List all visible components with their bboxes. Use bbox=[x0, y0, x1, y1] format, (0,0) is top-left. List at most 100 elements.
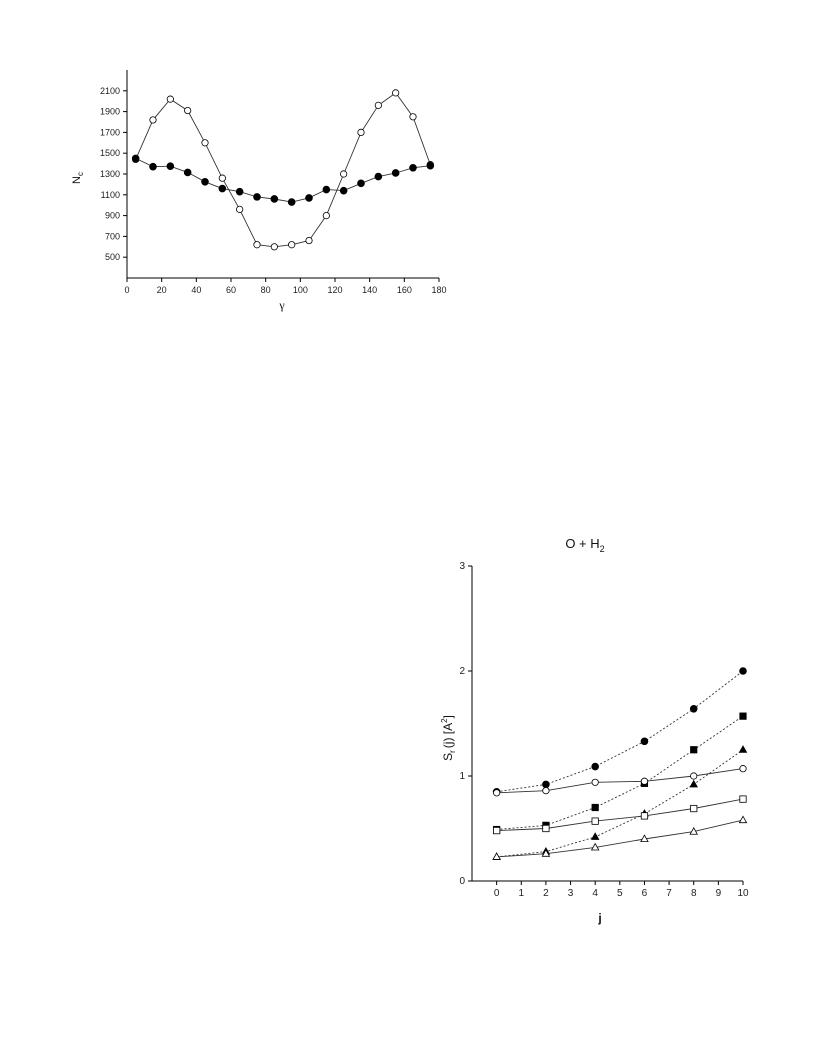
series-3-point bbox=[590, 832, 600, 840]
y-tick-label: 1500 bbox=[100, 148, 120, 158]
series-1-point bbox=[270, 243, 278, 251]
x-tick-label: 120 bbox=[327, 285, 342, 295]
series-2-point bbox=[149, 162, 157, 171]
x-tick-label: 4 bbox=[592, 888, 598, 899]
y-tick-label: 2 bbox=[459, 666, 465, 677]
series-1-point bbox=[149, 116, 157, 124]
chart-top-y-label: Nc bbox=[71, 172, 85, 184]
series-1-point bbox=[357, 128, 365, 136]
series-2-line bbox=[496, 715, 744, 830]
series-4-point bbox=[542, 787, 550, 795]
series-1-point bbox=[218, 174, 226, 182]
series-1-point bbox=[166, 95, 174, 103]
x-tick-label: 3 bbox=[568, 888, 574, 899]
series-6-point bbox=[590, 842, 600, 851]
series-2-point bbox=[690, 746, 698, 754]
x-tick-label: 40 bbox=[191, 285, 201, 295]
series-2-point bbox=[322, 185, 331, 194]
chart-top-x-ticks: 0 20 40 60 80 100 120 140 160 180 bbox=[124, 278, 447, 295]
chart-top-y-ticks: 500 700 900 1100 1300 1500 1700 1900 2100 bbox=[100, 86, 127, 262]
x-tick-label: 0 bbox=[124, 285, 129, 295]
x-tick-label: 7 bbox=[666, 888, 672, 899]
chart-top-series bbox=[131, 89, 435, 251]
series-2-point bbox=[253, 193, 261, 201]
chart-bottom-axes bbox=[471, 566, 743, 882]
series-2-point bbox=[131, 154, 140, 163]
x-tick-label: 0 bbox=[494, 888, 500, 899]
y-tick-label: 500 bbox=[105, 252, 120, 262]
series-5 bbox=[493, 795, 747, 835]
series-4-point bbox=[591, 778, 599, 786]
series-1-point bbox=[236, 205, 244, 213]
series-2-point bbox=[235, 187, 244, 196]
series-5-line bbox=[496, 798, 744, 832]
series-4-line bbox=[496, 768, 744, 794]
x-tick-label: 80 bbox=[261, 285, 271, 295]
chart-top: 500 700 900 1100 1300 1500 1700 1900 2100 0 20 40 6… bbox=[71, 70, 447, 312]
chart-bottom-x-ticks: 0 1 2 3 4 5 6 7 8 9 10 bbox=[494, 881, 749, 899]
series-2-point bbox=[426, 161, 435, 170]
series-3 bbox=[492, 745, 748, 860]
x-tick-label: 9 bbox=[716, 888, 722, 899]
series-5-point bbox=[640, 812, 649, 820]
series-1-point bbox=[739, 667, 747, 675]
series-6-point bbox=[640, 834, 649, 842]
x-tick-label: 60 bbox=[226, 285, 236, 295]
series-1-point bbox=[591, 762, 599, 771]
x-tick-label: 160 bbox=[397, 285, 412, 295]
series-1-point bbox=[542, 780, 550, 789]
chart-bottom-series bbox=[492, 667, 748, 860]
series-1-point bbox=[340, 170, 348, 178]
series-2-point bbox=[270, 195, 279, 203]
series-1-point bbox=[374, 101, 382, 109]
series-2 bbox=[131, 154, 435, 206]
y-tick-label: 1900 bbox=[100, 107, 120, 117]
series-1-point bbox=[288, 241, 296, 249]
chart-bottom-x-label: j bbox=[597, 911, 601, 925]
series-5-point bbox=[542, 824, 550, 833]
series-1-point bbox=[409, 113, 417, 121]
series-4-point bbox=[640, 777, 649, 785]
series-2-point bbox=[287, 198, 296, 206]
y-tick-label: 700 bbox=[105, 231, 120, 241]
series-2-point bbox=[357, 179, 365, 188]
series-1-point bbox=[201, 139, 209, 147]
series-5-point bbox=[690, 804, 698, 813]
series-2-point bbox=[409, 163, 417, 172]
series-5-point bbox=[591, 817, 599, 825]
series-1-point bbox=[184, 106, 192, 115]
x-tick-label: 6 bbox=[642, 888, 648, 899]
series-5-point bbox=[739, 795, 747, 803]
series-4-point bbox=[493, 789, 501, 797]
y-tick-label: 1700 bbox=[100, 127, 120, 137]
series-2-point bbox=[591, 803, 599, 812]
series-1-point bbox=[253, 241, 261, 249]
series-4-point bbox=[690, 772, 698, 780]
x-tick-label: 100 bbox=[293, 285, 308, 295]
series-2-point bbox=[391, 169, 400, 177]
series-2 bbox=[493, 712, 747, 834]
y-tick-label: 2100 bbox=[100, 86, 120, 96]
chart-bottom-y-ticks: 0 1 2 3 bbox=[459, 561, 472, 887]
y-tick-label: 0 bbox=[459, 876, 465, 887]
y-tick-label: 900 bbox=[105, 211, 120, 221]
series-2-point bbox=[339, 186, 348, 195]
y-tick-label: 1300 bbox=[100, 169, 120, 179]
series-2-point bbox=[166, 162, 175, 171]
x-tick-label: 1 bbox=[518, 888, 524, 899]
x-tick-label: 140 bbox=[362, 285, 377, 295]
chart-bottom: O + H2 0 1 2 3 0 1 2 3 4 5 6 7 8 9 10 Sr(j) [A2] j bbox=[440, 536, 749, 925]
series-3-point bbox=[689, 779, 699, 788]
series-6-line bbox=[496, 819, 744, 858]
series-3-point bbox=[738, 745, 748, 753]
series-1-point bbox=[305, 236, 313, 245]
series-5-point bbox=[493, 827, 501, 835]
series-1 bbox=[132, 89, 434, 251]
series-1-point bbox=[322, 212, 330, 220]
series-2-line bbox=[135, 157, 431, 203]
series-2-point bbox=[201, 178, 209, 186]
x-tick-label: 5 bbox=[617, 888, 623, 899]
y-tick-label: 3 bbox=[459, 561, 465, 572]
chart-top-x-label: γ bbox=[278, 298, 285, 312]
